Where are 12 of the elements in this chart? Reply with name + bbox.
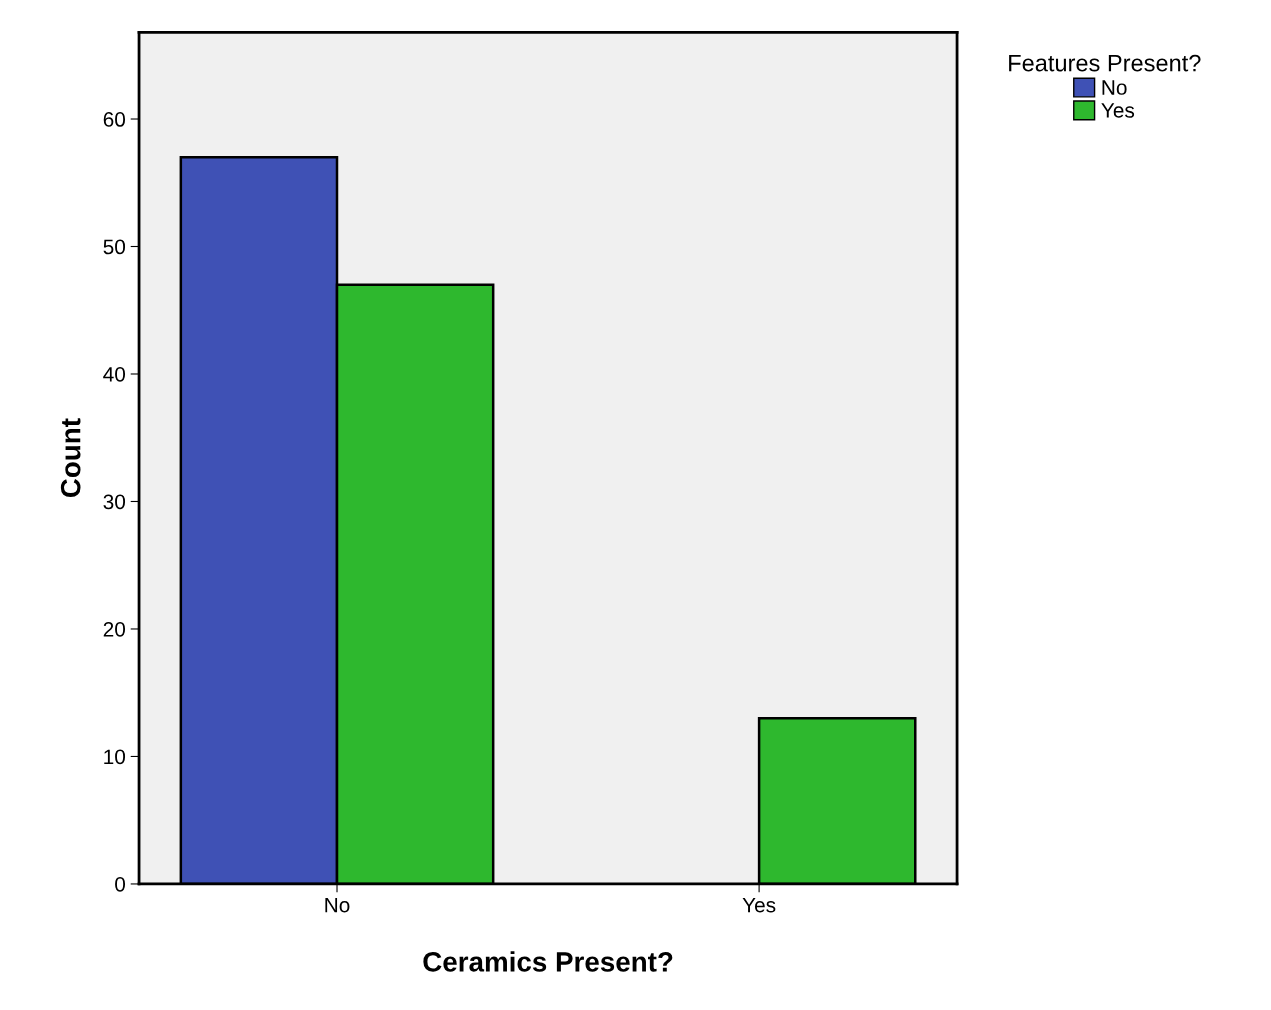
legend-title: Features Present? bbox=[1009, 54, 1201, 72]
legend-label: Yes bbox=[1101, 103, 1135, 118]
y-tick-label: 30 bbox=[103, 494, 126, 510]
y-tick-label: 10 bbox=[104, 749, 126, 765]
y-tick-label: 0 bbox=[115, 876, 126, 892]
legend-label: No bbox=[1102, 80, 1127, 95]
y-tick-label: 20 bbox=[103, 621, 126, 637]
y-tick-label: 50 bbox=[103, 239, 126, 255]
x-axis-title: Ceramics Present? bbox=[423, 951, 673, 972]
y-axis-title: Count bbox=[60, 418, 81, 498]
y-tick-label: 60 bbox=[103, 112, 126, 127]
y-tick-label: 40 bbox=[103, 366, 126, 382]
